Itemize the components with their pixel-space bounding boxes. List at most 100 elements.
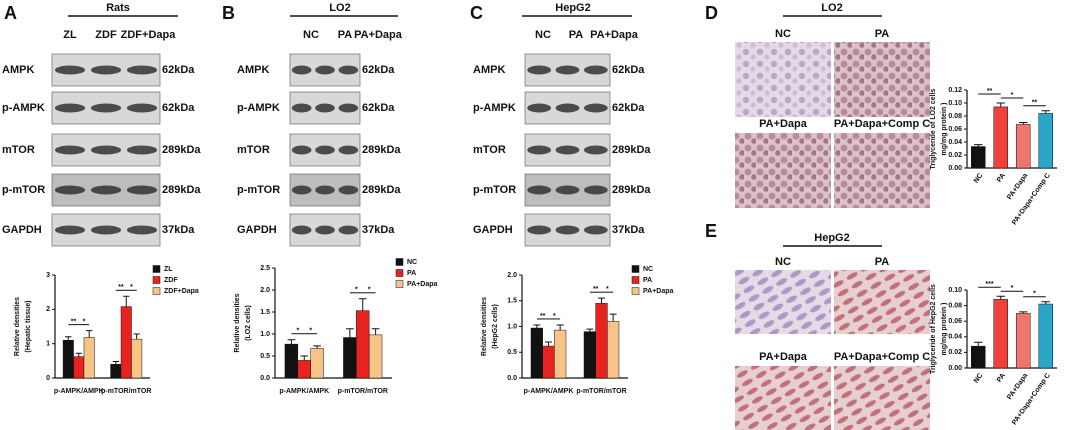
significance-label: *** <box>985 281 993 288</box>
blot-header: HepG2 <box>555 2 590 14</box>
significance-label: * <box>130 284 133 291</box>
y-axis-label: Relative densities <box>481 297 488 356</box>
x-tick-label: PA <box>996 372 1007 384</box>
blot-band <box>90 185 122 195</box>
error-bar <box>300 355 309 361</box>
y-axis-label: Relative densities <box>234 293 241 352</box>
protein-label: mTOR <box>237 144 270 156</box>
protein-label: GAPDH <box>473 224 513 236</box>
lane-label: ZDF <box>95 29 117 41</box>
blot-band <box>555 103 580 113</box>
bar <box>542 345 555 379</box>
x-tick-label: p-mTOR/mTOR <box>338 388 388 395</box>
bar <box>554 329 567 379</box>
bar <box>343 337 357 379</box>
blot-band <box>54 185 86 195</box>
bar <box>1016 313 1031 369</box>
significance-label: * <box>606 286 609 293</box>
significance-label: * <box>1011 285 1014 292</box>
y-axis-label: (Hepatic tissue) <box>25 300 32 352</box>
blot-band <box>54 103 86 113</box>
significance-label: ** <box>987 88 993 95</box>
micro-image <box>735 366 831 430</box>
size-label: 289kDa <box>612 184 651 196</box>
legend-swatch <box>152 287 161 295</box>
error-bar <box>346 328 354 338</box>
legend-label: ZDF+Dapa <box>164 288 199 295</box>
blot-band <box>126 185 158 195</box>
bar <box>284 343 299 379</box>
significance-label: * <box>553 313 556 320</box>
size-label: 37kDa <box>362 224 395 236</box>
blot-band <box>555 225 580 235</box>
blot-band <box>291 145 312 155</box>
blot-band <box>555 65 580 75</box>
bar <box>971 345 986 369</box>
x-tick-label: PA+Dapa <box>1006 172 1029 201</box>
protein-label: p-mTOR <box>2 184 45 196</box>
error-bar <box>133 333 140 340</box>
image-label: PA <box>875 256 890 268</box>
panel-label: E <box>705 221 717 241</box>
size-label: 62kDa <box>162 64 195 76</box>
micro-image <box>735 133 831 208</box>
y-tick-label: 0.00 <box>948 365 962 372</box>
error-bar <box>974 341 983 347</box>
bar <box>73 356 85 379</box>
size-label: 62kDa <box>362 102 395 114</box>
blot-band <box>583 65 608 75</box>
protein-label: p-AMPK <box>2 102 45 114</box>
error-bar <box>75 352 82 357</box>
legend-label: NC <box>643 266 653 273</box>
error-bar <box>1019 311 1028 314</box>
size-label: 289kDa <box>162 184 201 196</box>
bar <box>83 337 95 379</box>
bar <box>297 360 311 379</box>
bar <box>993 106 1008 169</box>
size-label: 289kDa <box>362 144 401 156</box>
y-tick-label: 0.00 <box>948 165 962 172</box>
blot-band <box>54 225 86 235</box>
error-bar <box>112 361 119 365</box>
bar <box>62 339 74 379</box>
significance-label: * <box>368 287 371 294</box>
y-tick-label: 0.0 <box>507 375 517 382</box>
y-tick-label: 2.0 <box>507 272 517 279</box>
protein-label: GAPDH <box>237 224 277 236</box>
y-tick-label: 0.04 <box>948 139 962 146</box>
blot-band <box>527 103 552 113</box>
legend-swatch <box>395 280 404 288</box>
blot-band <box>315 225 335 235</box>
error-bar <box>533 324 541 329</box>
error-bar <box>65 336 72 341</box>
protein-label: p-mTOR <box>237 184 280 196</box>
error-bar <box>586 328 594 332</box>
image-label: PA+Dapa <box>759 118 808 130</box>
blot-band <box>291 185 312 195</box>
blot-header: LO2 <box>329 2 350 14</box>
error-bar <box>1019 122 1028 125</box>
y-tick-label: 0.0 <box>260 375 270 382</box>
error-bar <box>598 297 605 304</box>
micro-image <box>735 42 831 117</box>
image-label: PA <box>875 28 890 40</box>
micro-image <box>834 270 930 334</box>
y-tick-label: 0.06 <box>948 126 962 133</box>
bar <box>1016 124 1031 169</box>
bar <box>595 303 608 379</box>
error-bar <box>1041 110 1050 114</box>
blot-band <box>583 103 608 113</box>
blot-band <box>291 65 312 75</box>
x-tick-label: p-mTOR/mTOR <box>576 388 626 395</box>
legend-swatch <box>631 265 640 273</box>
y-tick-label: 0.08 <box>948 302 962 309</box>
protein-label: p-AMPK <box>473 102 516 114</box>
blot-header: Rats <box>106 2 130 14</box>
y-tick-label: 0.02 <box>948 349 962 356</box>
x-tick-label: p-AMPK/AMPK <box>279 388 329 395</box>
error-bar <box>313 345 321 349</box>
lane-label: ZL <box>63 29 77 41</box>
y-tick-label: 1 <box>46 341 50 348</box>
blot-band <box>315 145 335 155</box>
